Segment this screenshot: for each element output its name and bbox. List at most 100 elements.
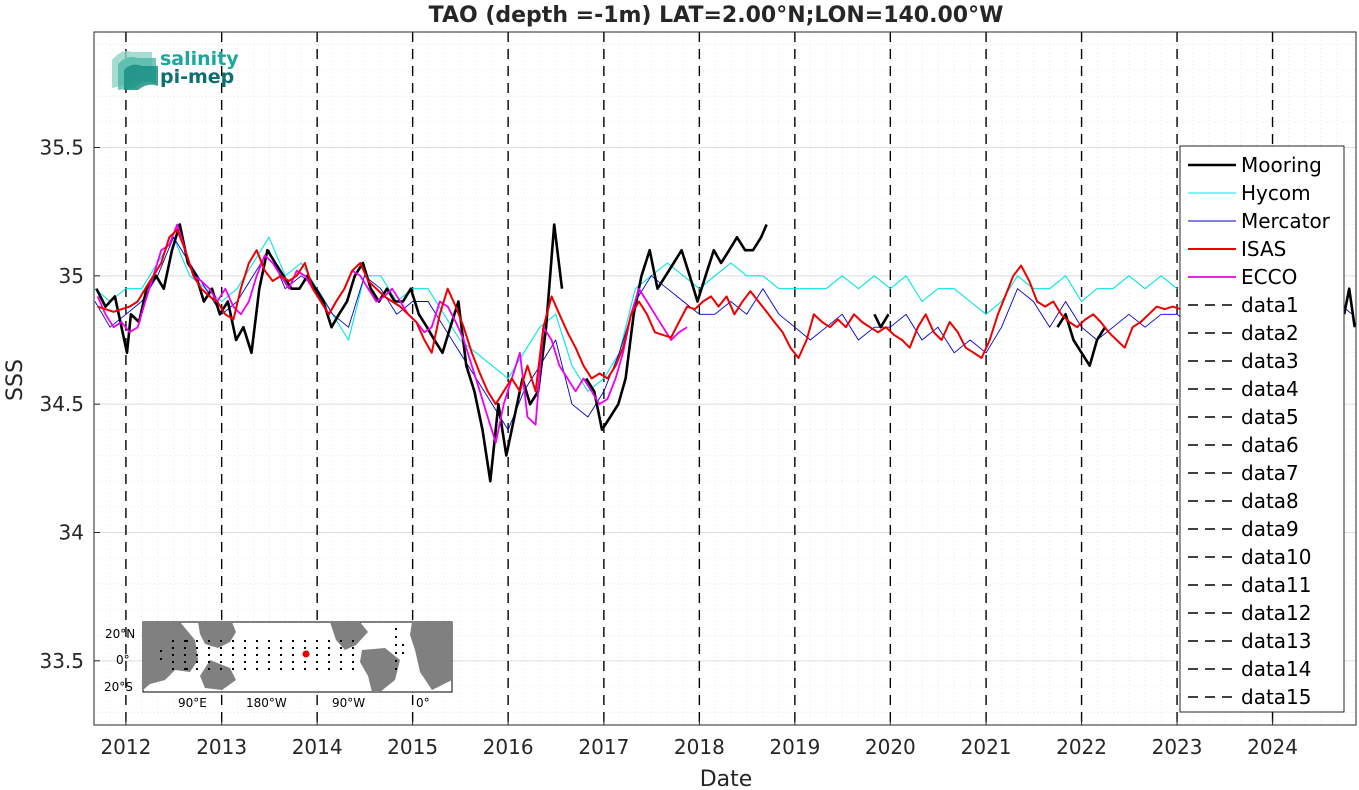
inset-buoy-dot <box>220 640 222 642</box>
inset-buoy-dot <box>292 668 294 670</box>
x-tick-label: 2013 <box>196 735 247 759</box>
legend-label-data5: data5 <box>1241 405 1299 429</box>
legend-label-data10: data10 <box>1241 545 1312 569</box>
inset-buoy-dot <box>196 668 198 670</box>
inset-buoy-dot <box>208 640 210 642</box>
inset-map-lat-20s: 20°S <box>104 680 133 694</box>
legend-label-data6: data6 <box>1241 433 1299 457</box>
x-axis: 2012 2013 2014 2015 2016 2017 2018 2019 2020 2021… <box>100 719 1298 759</box>
series-line-mercator <box>94 236 1353 431</box>
y-tick-label: 34 <box>59 521 84 545</box>
y-tick-label: 34.5 <box>39 392 84 416</box>
x-axis-label: Date <box>700 767 753 790</box>
inset-buoy-dot <box>402 652 404 654</box>
inset-buoy-dot <box>268 647 270 649</box>
inset-buoy-dot <box>220 661 222 663</box>
x-tick-label: 2020 <box>865 735 916 759</box>
inset-map: 20°N 0° 20°S 90°E 180°W 90°W 0° <box>104 621 453 710</box>
inset-buoy-dot <box>328 654 330 656</box>
inset-buoy-dot <box>184 640 186 642</box>
legend-label-data1: data1 <box>1241 293 1299 317</box>
y-axis-label: SSS <box>3 359 28 401</box>
inset-buoy-dot <box>402 644 404 646</box>
legend-label-data3: data3 <box>1241 349 1299 373</box>
legend-label-data2: data2 <box>1241 321 1299 345</box>
inset-buoy-dot <box>244 661 246 663</box>
inset-map-lon-180w: 180°W <box>246 696 287 710</box>
legend-label-data11: data11 <box>1241 573 1312 597</box>
x-tick-label: 2023 <box>1152 735 1203 759</box>
legend-label-ecco: ECCO <box>1241 265 1297 289</box>
inset-map-selected-mooring <box>302 650 310 658</box>
x-tick-label: 2024 <box>1247 735 1298 759</box>
inset-buoy-dot <box>304 661 306 663</box>
inset-buoy-dot <box>316 654 318 656</box>
inset-buoy-dot <box>268 654 270 656</box>
series-line-ecco <box>96 223 688 444</box>
inset-map-lon-90e: 90°E <box>178 696 207 710</box>
legend-label-data9: data9 <box>1241 517 1299 541</box>
inset-buoy-dot <box>304 668 306 670</box>
inset-buoy-dot <box>172 654 174 656</box>
inset-buoy-dot <box>316 661 318 663</box>
inset-buoy-dot <box>340 661 342 663</box>
inset-buoy-dot <box>316 647 318 649</box>
inset-map-lat-0: 0° <box>116 653 130 667</box>
inset-buoy-dot <box>395 644 397 646</box>
inset-buoy-dot <box>244 647 246 649</box>
inset-buoy-dot <box>196 661 198 663</box>
x-tick-label: 2012 <box>100 735 151 759</box>
inset-buoy-dot <box>184 654 186 656</box>
legend-box <box>1179 145 1345 713</box>
legend-label-isas: ISAS <box>1241 237 1286 261</box>
inset-buoy-dot <box>292 661 294 663</box>
inset-buoy-dot <box>395 668 397 670</box>
chart-title: TAO (depth =-1m) LAT=2.00°N;LON=140.00°W <box>429 3 1004 28</box>
inset-buoy-dot <box>304 640 306 642</box>
series-line-isas <box>97 228 1182 406</box>
inset-buoy-dot <box>172 647 174 649</box>
inset-buoy-dot <box>340 668 342 670</box>
y-axis: 33.5 34 34.5 35 35.5 <box>39 136 100 673</box>
inset-buoy-dot <box>395 660 397 662</box>
inset-buoy-dot <box>232 668 234 670</box>
inset-buoy-dot <box>292 640 294 642</box>
inset-buoy-dot <box>196 654 198 656</box>
inset-map-lon-90w: 90°W <box>332 696 365 710</box>
x-tick-label: 2019 <box>769 735 820 759</box>
legend-label-data15: data15 <box>1241 685 1312 709</box>
inset-buoy-dot <box>232 647 234 649</box>
inset-buoy-dot <box>160 658 162 660</box>
inset-buoy-dot <box>184 668 186 670</box>
inset-buoy-dot <box>395 636 397 638</box>
legend-items: Mooring Hycom Mercator ISAS ECCO data1 data2 da… <box>1188 153 1331 709</box>
inset-buoy-dot <box>160 650 162 652</box>
inset-buoy-dot <box>328 640 330 642</box>
inset-buoy-dot <box>220 647 222 649</box>
inset-buoy-dot <box>256 654 258 656</box>
inset-buoy-dot <box>340 647 342 649</box>
inset-buoy-dot <box>256 647 258 649</box>
inset-map-lon-0: 0° <box>416 696 430 710</box>
inset-buoy-dot <box>184 661 186 663</box>
inset-buoy-dot <box>280 668 282 670</box>
legend-label-data13: data13 <box>1241 629 1312 653</box>
inset-buoy-dot <box>268 668 270 670</box>
inset-buoy-dot <box>304 647 306 649</box>
inset-buoy-dot <box>316 640 318 642</box>
inset-buoy-dot <box>340 654 342 656</box>
series-line-hycom <box>94 236 1178 392</box>
plot-frame <box>93 31 1357 726</box>
inset-buoy-dot <box>172 640 174 642</box>
inset-buoy-dot <box>328 647 330 649</box>
x-tick-label: 2018 <box>674 735 725 759</box>
inset-buoy-dot <box>268 661 270 663</box>
inset-buoy-dot <box>186 668 188 670</box>
inset-buoy-dot <box>172 661 174 663</box>
inset-buoy-dot <box>220 654 222 656</box>
x-tick-label: 2017 <box>578 735 629 759</box>
inset-map-buoys <box>160 628 404 670</box>
inset-buoy-dot <box>352 640 354 642</box>
inset-buoy-dot <box>328 668 330 670</box>
